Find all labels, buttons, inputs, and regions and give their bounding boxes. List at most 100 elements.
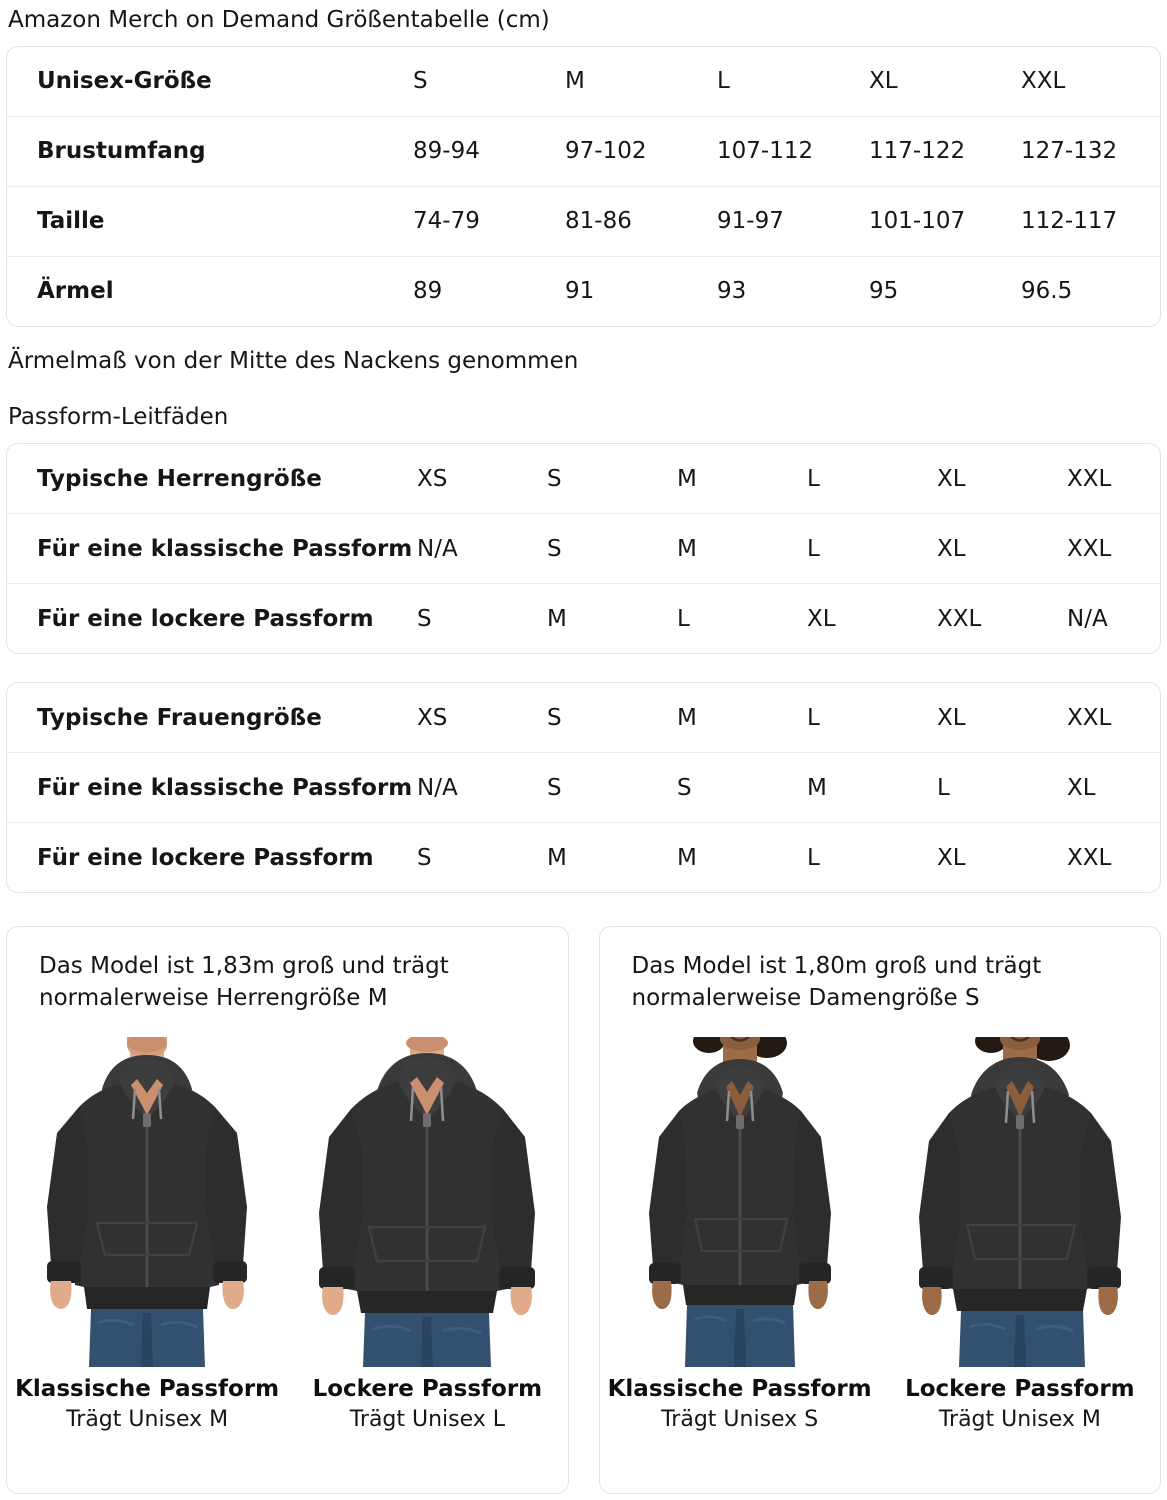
- measurements-table: Unisex-Größe S M L XL XXL Brustumfang 89…: [7, 47, 1160, 326]
- column-header-size-m: M: [565, 68, 585, 95]
- column-header-size-s: S: [413, 68, 428, 95]
- cell-mens-typical-4: XL: [937, 465, 966, 492]
- column-header-size-xl: XL: [869, 68, 898, 95]
- cell-mens-relaxed-5: N/A: [1067, 583, 1160, 654]
- table-row: Taille 74-79 81-86 91-97 101-107 112-117: [7, 185, 1160, 257]
- cell-chest-xxl: 127-132: [1021, 115, 1160, 187]
- cell-mens-relaxed-3: XL: [807, 583, 937, 654]
- womens-relaxed-fit-wears: Trägt Unisex M: [938, 1407, 1101, 1433]
- mens-model-figures: [7, 1027, 568, 1367]
- mens-relaxed-fit-wears: Trägt Unisex L: [349, 1407, 506, 1433]
- cell-mens-relaxed-4: XXL: [937, 583, 1067, 654]
- fit-guides-heading: Passform-Leitfäden: [8, 403, 229, 430]
- row-label-womens-relaxed-fit: Für eine lockere Passform: [7, 822, 417, 893]
- model-cards-row: Das Model ist 1,83m groß und trägt norma…: [6, 926, 1161, 1495]
- cell-womens-typical-5: XXL: [1067, 704, 1112, 731]
- table-row: Für eine klassische Passform N/A S S M L…: [7, 752, 1160, 823]
- cell-waist-xl: 101-107: [869, 185, 1021, 257]
- column-header-size-xxl: XXL: [1021, 68, 1066, 95]
- row-label-sleeve: Ärmel: [7, 255, 413, 326]
- row-label-mens-relaxed-fit: Für eine lockere Passform: [7, 583, 417, 654]
- womens-classic-fit-figure: [600, 1036, 880, 1367]
- table-row: Typische Frauengröße XS S M L XL XXL: [7, 683, 1160, 753]
- cell-womens-relaxed-3: L: [807, 822, 937, 893]
- cell-womens-classic-2: S: [677, 752, 807, 823]
- cell-waist-xxl: 112-117: [1021, 185, 1160, 257]
- cell-waist-m: 81-86: [565, 185, 717, 257]
- womens-fit-table-card: Typische Frauengröße XS S M L XL XXL Für…: [6, 682, 1161, 894]
- womens-relaxed-fit-caption: Lockere Passform Trägt Unisex M: [880, 1375, 1160, 1435]
- table-row: Ärmel 89 91 93 95 96.5: [7, 255, 1160, 326]
- womens-relaxed-fit-figure: [880, 1036, 1160, 1367]
- cell-sleeve-m: 91: [565, 255, 717, 326]
- cell-sleeve-xl: 95: [869, 255, 1021, 326]
- mens-fit-table: Typische Herrengröße XS S M L XL XXL Für…: [7, 444, 1160, 654]
- mens-classic-fit-caption: Klassische Passform Trägt Unisex M: [7, 1375, 287, 1435]
- mens-classic-fit-figure: [7, 1036, 287, 1367]
- womens-classic-fit-wears: Trägt Unisex S: [661, 1407, 819, 1433]
- column-header-size-l: L: [717, 68, 730, 95]
- mens-model-card: Das Model ist 1,83m groß und trägt norma…: [6, 926, 569, 1495]
- cell-mens-classic-5: XXL: [1067, 513, 1160, 584]
- row-label-womens-classic-fit: Für eine klassische Passform: [7, 752, 417, 823]
- table-header-row: Unisex-Größe S M L XL XXL: [7, 47, 1160, 117]
- measurements-table-card: Unisex-Größe S M L XL XXL Brustumfang 89…: [6, 45, 1161, 327]
- cell-mens-relaxed-2: L: [677, 583, 807, 654]
- cell-womens-relaxed-0: S: [417, 822, 547, 893]
- womens-classic-fit-label: Klassische Passform: [607, 1375, 872, 1402]
- cell-womens-classic-5: XL: [1067, 752, 1160, 823]
- mens-relaxed-fit-figure: [287, 1036, 567, 1367]
- table-row: Brustumfang 89-94 97-102 107-112 117-122…: [7, 115, 1160, 187]
- cell-mens-typical-2: M: [677, 465, 697, 492]
- cell-womens-classic-4: L: [937, 752, 1067, 823]
- womens-classic-fit-caption: Klassische Passform Trägt Unisex S: [600, 1375, 880, 1435]
- cell-mens-classic-1: S: [547, 513, 677, 584]
- column-header-unisex-size: Unisex-Größe: [37, 68, 212, 95]
- mens-classic-fit-label: Klassische Passform: [15, 1375, 280, 1402]
- cell-mens-typical-1: S: [547, 465, 562, 492]
- cell-womens-classic-1: S: [547, 752, 677, 823]
- womens-model-figures: [600, 1027, 1161, 1367]
- cell-mens-typical-3: L: [807, 465, 820, 492]
- cell-womens-relaxed-2: M: [677, 822, 807, 893]
- row-label-typical-mens-size: Typische Herrengröße: [37, 465, 322, 492]
- cell-mens-classic-2: M: [677, 513, 807, 584]
- mens-classic-fit-wears: Trägt Unisex M: [66, 1407, 229, 1433]
- cell-chest-m: 97-102: [565, 115, 717, 187]
- row-label-typical-womens-size: Typische Frauengröße: [37, 704, 322, 731]
- cell-chest-xl: 117-122: [869, 115, 1021, 187]
- female-model-classic-fit-image: [624, 1036, 855, 1367]
- male-model-classic-fit-image: [27, 1036, 268, 1367]
- cell-womens-typical-1: S: [547, 704, 562, 731]
- mens-figure-captions: Klassische Passform Trägt Unisex M Locke…: [7, 1375, 568, 1435]
- table-row: Typische Herrengröße XS S M L XL XXL: [7, 444, 1160, 514]
- cell-womens-classic-3: M: [807, 752, 937, 823]
- cell-mens-typical-0: XS: [417, 465, 448, 492]
- womens-model-card: Das Model ist 1,80m groß und trägt norma…: [598, 926, 1161, 1495]
- cell-sleeve-s: 89: [413, 255, 565, 326]
- cell-chest-l: 107-112: [717, 115, 869, 187]
- cell-mens-relaxed-1: M: [547, 583, 677, 654]
- mens-model-description: Das Model ist 1,83m groß und trägt norma…: [39, 953, 449, 1011]
- cell-womens-typical-3: L: [807, 704, 820, 731]
- cell-womens-typical-4: XL: [937, 704, 966, 731]
- row-label-chest: Brustumfang: [7, 115, 413, 187]
- cell-sleeve-xxl: 96.5: [1021, 255, 1160, 326]
- row-label-waist: Taille: [7, 185, 413, 257]
- table-row: Für eine klassische Passform N/A S M L X…: [7, 513, 1160, 584]
- mens-fit-table-card: Typische Herrengröße XS S M L XL XXL Für…: [6, 443, 1161, 655]
- cell-womens-relaxed-4: XL: [937, 822, 1067, 893]
- cell-waist-l: 91-97: [717, 185, 869, 257]
- cell-womens-relaxed-5: XXL: [1067, 822, 1160, 893]
- male-model-relaxed-fit-image: [307, 1036, 548, 1367]
- row-label-mens-classic-fit: Für eine klassische Passform: [7, 513, 417, 584]
- cell-sleeve-l: 93: [717, 255, 869, 326]
- cell-mens-relaxed-0: S: [417, 583, 547, 654]
- cell-womens-typical-2: M: [677, 704, 697, 731]
- womens-figure-captions: Klassische Passform Trägt Unisex S Locke…: [600, 1375, 1161, 1435]
- cell-chest-s: 89-94: [413, 115, 565, 187]
- female-model-relaxed-fit-image: [904, 1036, 1135, 1367]
- sleeve-measurement-note: Ärmelmaß von der Mitte des Nackens genom…: [8, 347, 579, 374]
- cell-mens-classic-3: L: [807, 513, 937, 584]
